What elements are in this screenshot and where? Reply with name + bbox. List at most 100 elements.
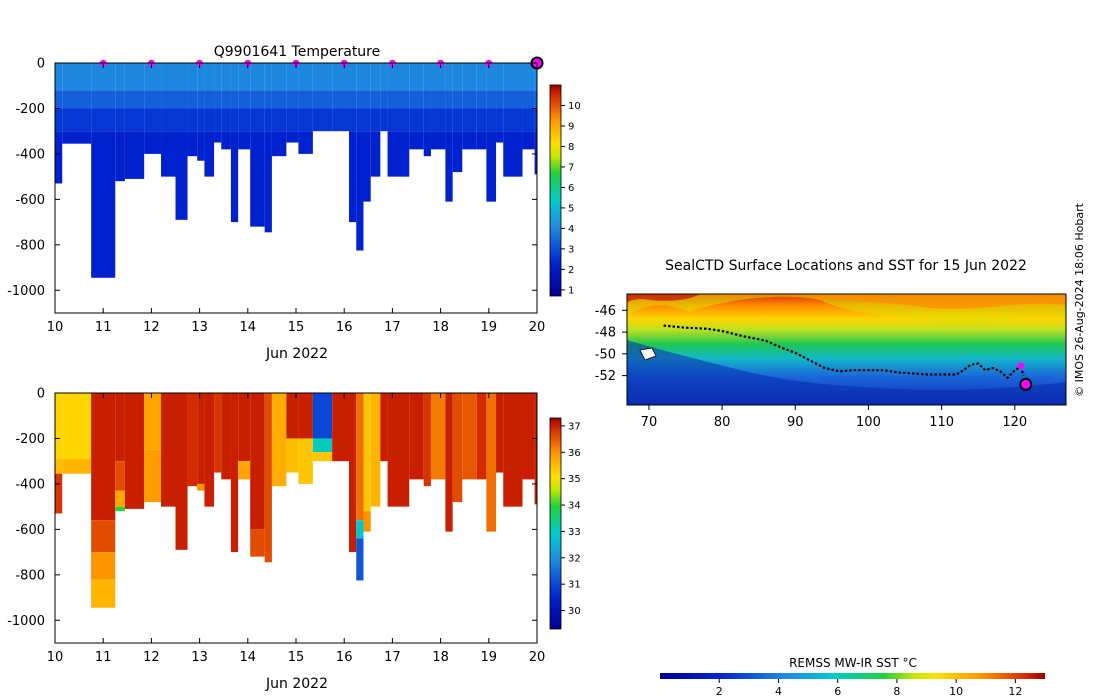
salinity-cell [452, 393, 463, 503]
x-tick-label: 14 [240, 650, 257, 665]
salinity-cell [298, 393, 313, 439]
salinity-cell [312, 438, 333, 453]
temperature-cell [238, 63, 251, 91]
temperature-panel: Q9901641 Temperature 10 11 12 13 14 15 16 17 18 1… [7, 44, 581, 362]
temperature-cell [486, 63, 497, 91]
seal-positions [1017, 362, 1033, 391]
temperature-cell [286, 108, 299, 132]
temperature-cell [271, 90, 287, 109]
salinity-colorbar-ticks: 30 31 32 33 34 35 36 37 [561, 421, 581, 617]
temperature-cell [370, 63, 381, 91]
temperature-cell [430, 63, 446, 91]
y-tick-label: -400 [15, 147, 45, 162]
temperature-cell [380, 63, 388, 91]
temperature-cell [175, 131, 188, 220]
temperature-cell [221, 131, 231, 150]
temperature-cell [486, 90, 497, 109]
temperature-colorbar-ticks: 1 2 3 4 5 6 7 8 9 10 [561, 101, 581, 296]
temperature-cell [187, 90, 198, 109]
temperature-cell [221, 63, 231, 91]
temperature-cell [91, 90, 116, 109]
temperature-cell [363, 90, 371, 109]
salinity-cell [55, 473, 63, 514]
salinity-cell [409, 393, 424, 480]
temperature-cell [312, 63, 333, 91]
temperature-cell [349, 108, 357, 132]
y-tick-label: -200 [15, 102, 45, 117]
temperature-cell [462, 63, 477, 91]
last-seal-position [1019, 377, 1033, 391]
temperature-cell [124, 90, 145, 109]
temperature-cell [445, 90, 453, 109]
salinity-cell [356, 520, 364, 539]
colorbar-tick-label: 9 [568, 121, 574, 132]
temperature-cell [387, 131, 410, 177]
map-y-tick-label: -46 [595, 304, 616, 319]
temperature-cell [286, 90, 299, 109]
temperature-cell [534, 108, 537, 132]
seal-track-line [663, 324, 1025, 380]
temperature-cell [332, 90, 350, 109]
temperature-cell [370, 108, 381, 132]
temperature-cell [462, 131, 477, 150]
temperature-cell [409, 131, 424, 150]
x-tick-label: 13 [191, 320, 208, 335]
salinity-cell [250, 529, 265, 557]
map-x-tick-label: 100 [856, 415, 881, 430]
temperature-cell [452, 90, 463, 109]
x-tick-label: 16 [336, 650, 353, 665]
temperature-cell [503, 90, 523, 109]
temperature-cell [55, 131, 63, 184]
colorbar-tick-label: 5 [568, 203, 574, 214]
y-tick-label: -1000 [7, 284, 45, 299]
x-tick-label: 13 [191, 650, 208, 665]
temperature-cell [503, 63, 523, 91]
y-tick-label: 0 [37, 57, 45, 72]
map-x-tick-label: 110 [929, 415, 954, 430]
colorbar-tick-label: 31 [568, 580, 581, 591]
temperature-cell [238, 131, 251, 150]
colorbar-tick-label: 30 [568, 606, 581, 617]
x-tick-label: 10 [47, 650, 64, 665]
y-tick-label: -200 [15, 432, 45, 447]
temperature-cell [204, 90, 215, 109]
temperature-cell [271, 108, 287, 132]
map-title: SealCTD Surface Locations and SST for 15… [665, 258, 1027, 274]
temperature-cell [214, 131, 222, 143]
temperature-cell [124, 131, 145, 179]
colorbar-tick-label: 34 [568, 501, 581, 512]
temperature-cell [423, 108, 431, 132]
temperature-cell [298, 63, 313, 91]
temperature-cell [214, 90, 222, 109]
x-tick-label: 18 [432, 650, 449, 665]
temperature-cell [356, 108, 364, 132]
temperature-cell [356, 90, 364, 109]
temperature-cell [363, 108, 371, 132]
salinity-cell [214, 393, 222, 473]
salinity-cell [124, 393, 145, 509]
temperature-cell [62, 63, 92, 91]
temperature-cell [370, 90, 381, 109]
salinity-cell [349, 393, 357, 553]
temperature-cell [534, 131, 537, 175]
temperature-cell [62, 131, 92, 144]
map-x-tick-label: 120 [1002, 415, 1027, 430]
salinity-cell [445, 393, 453, 532]
temperature-cell [175, 108, 188, 132]
temperature-cell [115, 131, 125, 182]
temperature-cell [197, 131, 205, 161]
x-tick-label: 15 [288, 650, 305, 665]
temperature-cell [187, 108, 198, 132]
temperature-cell [445, 108, 453, 132]
temperature-cell [55, 108, 63, 132]
map-x-tick-label: 90 [787, 415, 804, 430]
temperature-cell [197, 90, 205, 109]
temperature-cell [462, 108, 477, 132]
temperature-cell [486, 131, 497, 202]
sst-colorbar-tick-label: 10 [949, 685, 963, 698]
salinity-cell [534, 393, 537, 505]
temperature-cell [264, 63, 272, 91]
temperature-cell [298, 90, 313, 109]
temperature-cell [250, 90, 265, 109]
salinity-cell [363, 511, 371, 532]
